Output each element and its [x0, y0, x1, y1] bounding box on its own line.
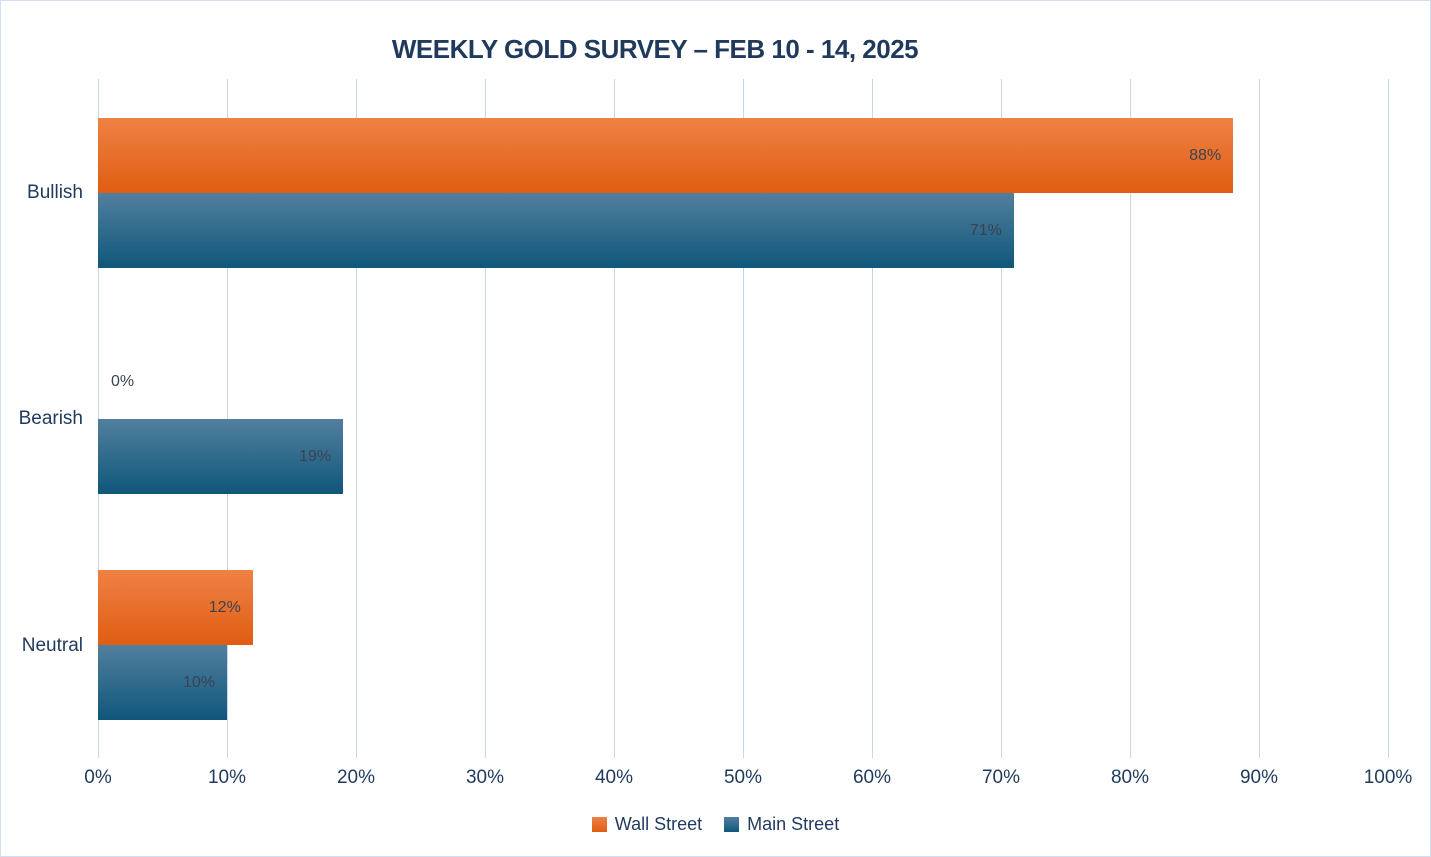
category-label-bearish: Bearish: [18, 408, 83, 429]
x-axis-tick-label: 100%: [1363, 767, 1413, 788]
main-street-swatch-icon: [724, 817, 740, 832]
chart-title: WEEKLY GOLD SURVEY – FEB 10 - 14, 2025: [391, 34, 919, 64]
gridline: [356, 79, 357, 758]
x-axis-tick-label: 50%: [723, 767, 763, 788]
x-axis-tick-label: 40%: [594, 767, 634, 788]
x-axis-tick-label: 80%: [1110, 767, 1150, 788]
legend-item-main-street: Main Street: [724, 814, 839, 835]
legend-item-wall-street: Wall Street: [591, 814, 703, 835]
legend-label-main-street: Main Street: [747, 814, 840, 834]
gridline: [1388, 79, 1389, 758]
bar-value-label: 88%: [1189, 147, 1222, 164]
x-axis-tick-label: 60%: [852, 767, 892, 788]
bar-main-street-bearish: [98, 419, 344, 494]
gridline: [743, 79, 744, 758]
bar-main-street-bullish: [98, 193, 1014, 268]
bar-value-label: 0%: [111, 373, 135, 390]
gridline: [485, 79, 486, 758]
x-axis-tick-label: 0%: [84, 767, 112, 788]
category-label-bullish: Bullish: [27, 182, 83, 203]
bar-value-label: 19%: [299, 448, 332, 465]
gridline: [98, 79, 99, 758]
x-axis-tick-label: 30%: [465, 767, 505, 788]
bar-value-label: 10%: [182, 674, 215, 691]
gridline: [614, 79, 615, 758]
wall-street-swatch-icon: [591, 817, 607, 832]
x-axis-tick-label: 70%: [981, 767, 1021, 788]
gridline: [872, 79, 873, 758]
legend: Wall Street Main Street: [1, 814, 1430, 835]
bar-wall-street-neutral: [98, 570, 253, 645]
category-label-neutral: Neutral: [21, 635, 83, 656]
gridline: [227, 79, 228, 758]
bar-wall-street-bullish: [98, 118, 1234, 193]
legend-label-wall-street: Wall Street: [614, 814, 703, 834]
bar-value-label: 12%: [208, 599, 241, 616]
bar-value-label: 71%: [969, 222, 1002, 239]
plot-area: 88% 71% 0% 19% 12% 10%: [98, 79, 1389, 758]
bar-main-street-neutral: [98, 645, 227, 720]
gridline: [1259, 79, 1260, 758]
x-axis-tick-label: 90%: [1239, 767, 1279, 788]
x-axis-tick-label: 20%: [336, 767, 376, 788]
gridline: [1001, 79, 1002, 758]
x-axis-tick-label: 10%: [207, 767, 247, 788]
gridline: [1130, 79, 1131, 758]
